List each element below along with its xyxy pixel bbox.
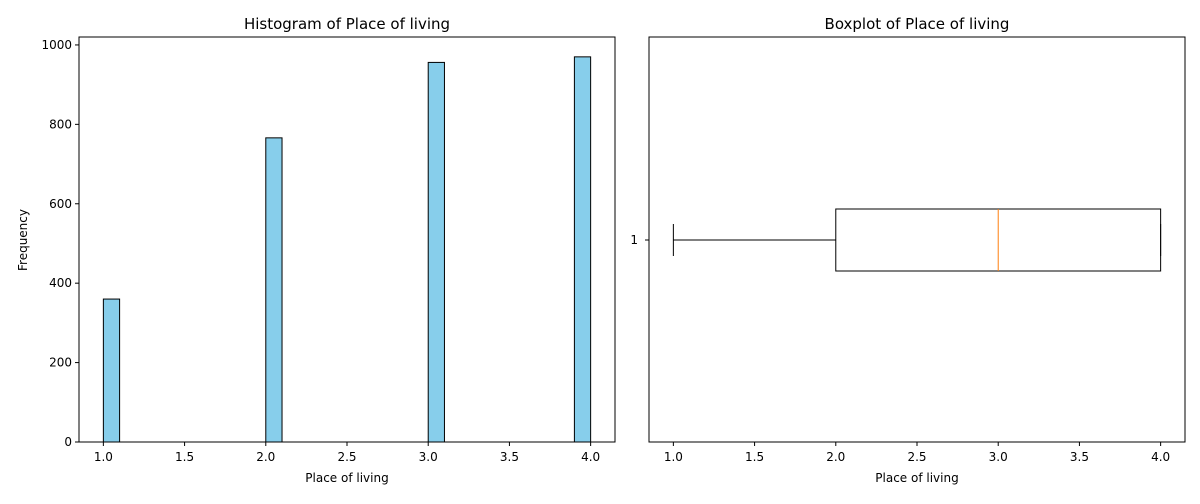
histogram-bar [265, 137, 283, 443]
histogram-y-tick-label: 400 [49, 276, 72, 290]
histogram-bar [427, 61, 445, 443]
boxplot-x-axis-label: Place of living [875, 471, 958, 485]
histogram-panel: Histogram of Place of living 1.0 1.5 2.0 2.… [16, 15, 616, 485]
histogram-x-tick-label: 2.0 [256, 450, 275, 464]
histogram-title: Histogram of Place of living [244, 15, 450, 33]
boxplot-x-tick-label: 1.5 [745, 450, 764, 464]
boxplot-x-tick-label: 4.0 [1151, 450, 1170, 464]
histogram-x-tick-label: 2.5 [337, 450, 356, 464]
boxplot-x-tick-label: 2.0 [826, 450, 845, 464]
histogram-y-tick-label: 200 [49, 356, 72, 370]
histogram-x-tick-label: 3.0 [419, 450, 438, 464]
boxplot-plot-frame [648, 36, 1186, 443]
boxplot-panel: Boxplot of Place of living 1.0 1.5 2.0 2.5 3… [630, 15, 1186, 485]
boxplot-x-tick-label: 2.5 [907, 450, 926, 464]
histogram-y-axis-label: Frequency [16, 209, 30, 271]
histogram-y-tick-label: 800 [49, 117, 72, 131]
boxplot-title: Boxplot of Place of living [825, 15, 1010, 33]
histogram-y-tick-label: 600 [49, 197, 72, 211]
boxplot-y-tick-label: 1 [630, 233, 638, 247]
boxplot-x-tick-label: 1.0 [664, 450, 683, 464]
boxplot-x-tick-label: 3.5 [1070, 450, 1089, 464]
histogram-bar [102, 298, 121, 443]
histogram-x-axis-label: Place of living [305, 471, 388, 485]
histogram-x-tick-label: 4.0 [581, 450, 600, 464]
histogram-y-tick-label: 0 [64, 435, 72, 449]
histogram-x-tick-label: 1.0 [94, 450, 113, 464]
histogram-x-tick-label: 3.5 [500, 450, 519, 464]
histogram-x-tick-label: 1.5 [175, 450, 194, 464]
boxplot-shapes [672, 208, 1162, 272]
histogram-bars [102, 56, 592, 443]
histogram-y-tick-label: 1000 [41, 38, 72, 52]
histogram-plot-frame [78, 36, 616, 443]
histogram-bar [573, 56, 592, 443]
boxplot-ticks: 1.0 1.5 2.0 2.5 3.0 3.5 4.0 1 [630, 233, 1170, 464]
boxplot-x-tick-label: 3.0 [989, 450, 1008, 464]
histogram-ticks: 1.0 1.5 2.0 2.5 3.0 3.5 4.0 0 200 400 600 800 1000 [41, 38, 600, 464]
